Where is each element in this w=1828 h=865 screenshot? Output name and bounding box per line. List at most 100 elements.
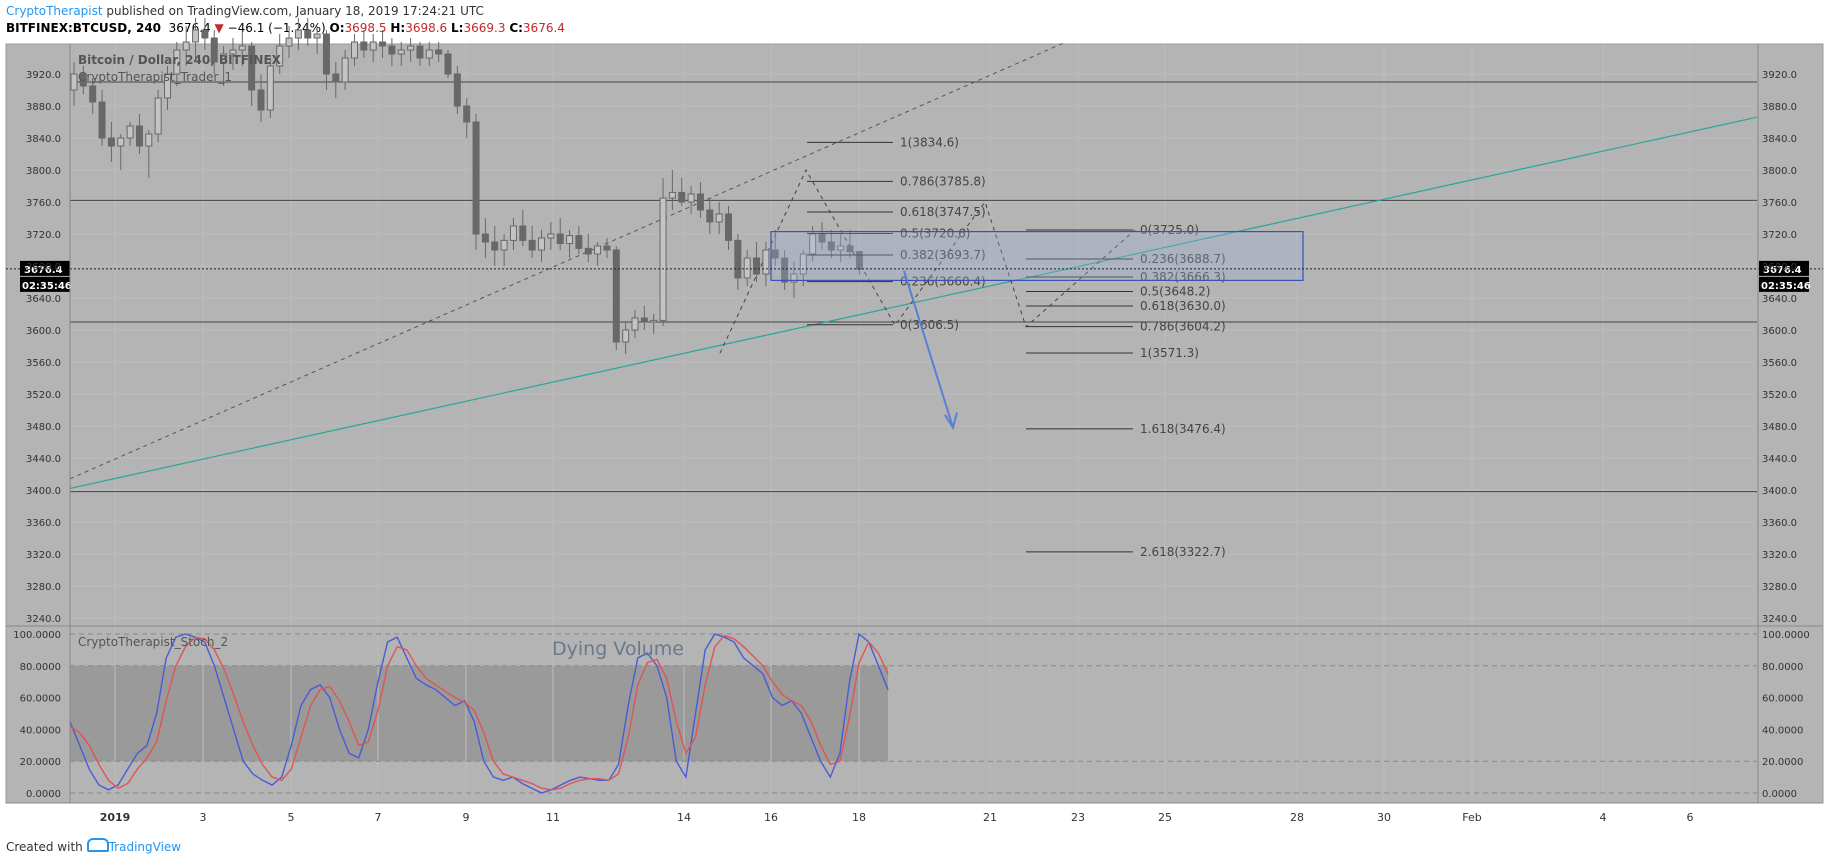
- candle-body: [715, 213, 723, 223]
- fib1-level-label: 0.618(3747.5): [900, 205, 986, 219]
- price-tick-left: 3560.0: [26, 358, 61, 369]
- candle-body: [229, 49, 237, 55]
- candle-body: [491, 241, 499, 251]
- time-tick: 28: [1290, 811, 1304, 824]
- footer: Created with TradingView: [6, 838, 181, 854]
- author-link[interactable]: CryptoTherapist: [6, 4, 103, 18]
- zigzag-wave: [719, 168, 1136, 354]
- last-price-badge-right: [1759, 260, 1809, 276]
- candle-body: [117, 137, 125, 147]
- price-tick-right: 3240.0: [1762, 614, 1797, 625]
- stoch-d-line: [69, 634, 889, 791]
- candle-body: [89, 85, 97, 103]
- price-tick-left: 3680.0: [26, 262, 61, 273]
- low-label: L:: [451, 21, 464, 35]
- countdown-badge: [20, 276, 70, 292]
- stoch-tick-left: 0.0000: [26, 789, 61, 800]
- candle-body: [379, 41, 387, 47]
- annotations: 3676.4 02:35:46 3676.4 02:35:46: [6, 231, 1823, 431]
- candle-body: [481, 233, 489, 243]
- candle-body: [753, 257, 761, 275]
- fib1-level-label: 0.236(3660.4): [900, 275, 986, 289]
- time-tick: 16: [764, 811, 778, 824]
- stoch-tick-left: 20.0000: [20, 757, 61, 768]
- fib2-level-label: 0.618(3630.0): [1140, 299, 1226, 313]
- time-tick: 3: [200, 811, 207, 824]
- candle-body: [668, 191, 676, 199]
- time-tick: 9: [463, 811, 470, 824]
- price-tick-left: 3320.0: [26, 550, 61, 561]
- fib1-level-label: 0.382(3693.7): [900, 248, 986, 262]
- candle-body: [332, 73, 340, 83]
- candle-body: [566, 235, 574, 245]
- candle-body: [294, 29, 302, 39]
- last-price-label: 3676.4: [24, 265, 63, 276]
- candles: [70, 18, 863, 354]
- candle-body: [397, 49, 405, 55]
- tradingview-link[interactable]: TradingView: [108, 840, 182, 854]
- candle-body: [173, 49, 181, 75]
- grid: [70, 44, 1757, 803]
- countdown-label: 02:35:46: [22, 281, 72, 292]
- candle-body: [743, 257, 751, 279]
- high-value: 3698.6: [405, 21, 448, 35]
- candle-body: [706, 209, 714, 223]
- candle-body: [313, 33, 321, 39]
- candle-body: [416, 45, 424, 59]
- candle-body: [210, 37, 218, 63]
- candle-body: [192, 29, 200, 43]
- candle-body: [248, 45, 256, 91]
- candle-body: [659, 197, 667, 321]
- stoch-tick-right: 20.0000: [1762, 757, 1803, 768]
- close-label: C:: [509, 21, 523, 35]
- stoch-tick-right: 0.0000: [1762, 789, 1797, 800]
- price-tick-left: 3520.0: [26, 390, 61, 401]
- stoch-band: [70, 665, 888, 762]
- candle-body: [425, 49, 433, 59]
- time-tick: 21: [983, 811, 997, 824]
- symbol-name: BITFINEX:BTCUSD, 240: [6, 21, 162, 35]
- candle-body: [594, 245, 602, 255]
- down-arrow-head: [944, 412, 958, 431]
- fib-retracement-1[interactable]: 1(3834.6) 0.786(3785.8) 0.618(3747.5) 0.5(3…: [807, 135, 986, 332]
- price-tick-left: 3600.0: [26, 326, 61, 337]
- candle-body: [528, 239, 536, 251]
- time-tick: Feb: [1462, 811, 1481, 824]
- fib-retracement-2[interactable]: 0(3725.0)0.236(3688.7)0.382(3666.3)0.5(3…: [1026, 223, 1226, 559]
- time-tick: 18: [852, 811, 866, 824]
- candle-body: [472, 121, 480, 235]
- price-tick-right: 3320.0: [1762, 550, 1797, 561]
- tradingview-logo-icon[interactable]: [86, 838, 109, 852]
- dashed-trendline: [69, 41, 1067, 480]
- open-label: O:: [329, 21, 345, 35]
- candle-body: [79, 73, 87, 87]
- candle-body: [696, 193, 704, 211]
- candle-body: [640, 317, 648, 323]
- time-tick: 2019: [100, 811, 131, 824]
- open-value: 3698.5: [344, 21, 387, 35]
- candle-body: [547, 233, 555, 239]
- candle-body: [500, 239, 508, 251]
- price-tick-right: 3360.0: [1762, 518, 1797, 529]
- price-tick-right: 3800.0: [1762, 166, 1797, 177]
- stoch-lines: [69, 632, 889, 794]
- published-text: published on TradingView.com, January 18…: [106, 4, 484, 18]
- last-price-label: 3676.4: [1763, 265, 1802, 276]
- candle-body: [538, 237, 545, 251]
- stoch-tick-right: 40.0000: [1762, 725, 1803, 736]
- candle-body: [182, 41, 190, 51]
- candle-body: [220, 53, 228, 63]
- candle-body: [238, 45, 246, 51]
- candle-body: [687, 193, 695, 203]
- stoch-tick-left: 60.0000: [20, 694, 61, 705]
- highlight-zone: [770, 231, 1304, 282]
- time-tick: 25: [1158, 811, 1172, 824]
- stoch-tick-left: 100.0000: [13, 630, 61, 641]
- price-tick-right: 3920.0: [1762, 70, 1797, 81]
- candle-body: [846, 245, 854, 253]
- time-tick: 23: [1071, 811, 1085, 824]
- time-tick: 5: [288, 811, 295, 824]
- fib2-level-label: 0(3725.0): [1140, 223, 1199, 237]
- price-tick-left: 3640.0: [26, 294, 61, 305]
